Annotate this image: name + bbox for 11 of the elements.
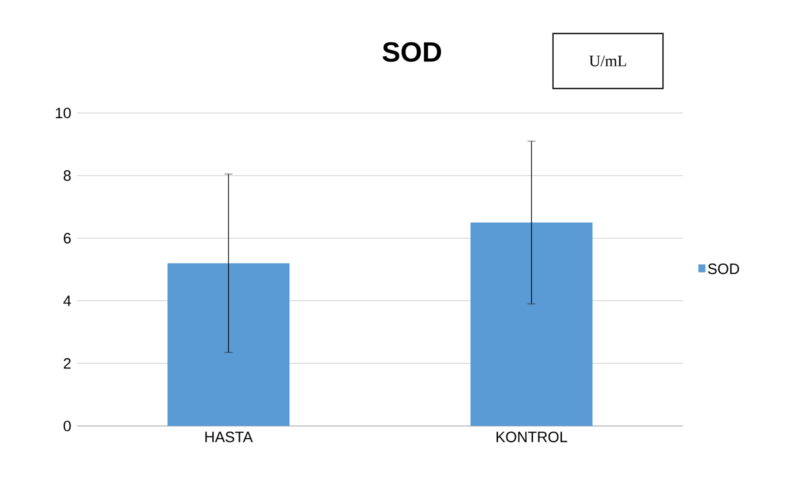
- chart-title: SOD: [382, 42, 442, 62]
- y-tick-label: 6: [64, 232, 71, 244]
- legend-label: SOD: [708, 264, 740, 274]
- y-tick-label: 10: [56, 108, 71, 118]
- y-tick-label: 0: [64, 420, 71, 432]
- y-tick-label: 4: [63, 296, 71, 306]
- x-tick-label: HASTA: [205, 432, 253, 442]
- y-tick-label: 2: [64, 358, 71, 369]
- y-tick-label: 8: [64, 170, 71, 181]
- x-tick-label: KONTROL: [496, 432, 568, 442]
- text: U/mL: [589, 56, 626, 66]
